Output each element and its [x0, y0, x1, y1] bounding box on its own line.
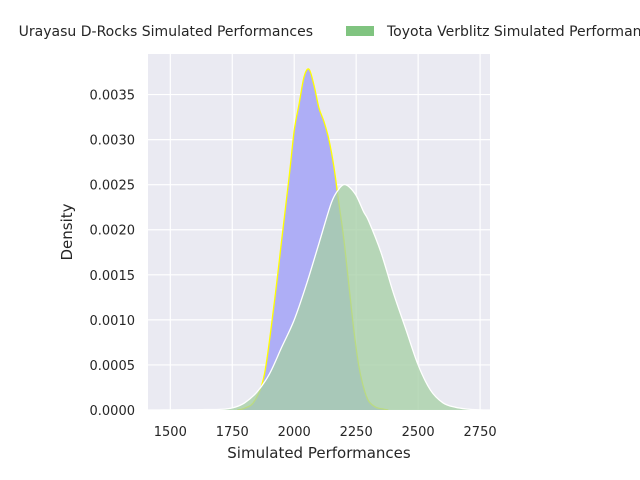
legend-label-1: Toyota Verblitz Simulated Performances	[386, 24, 640, 40]
y-tick-label: 0.0010	[90, 314, 136, 329]
legend: Urayasu D-Rocks Simulated Performances T…	[19, 24, 640, 40]
y-tick-label: 0.0035	[90, 89, 136, 104]
y-tick-label: 0.0020	[90, 224, 136, 239]
x-tick-label: 2750	[464, 425, 497, 440]
y-tick-label: 0.0005	[90, 359, 136, 374]
legend-swatch-1	[346, 26, 374, 36]
x-tick-label: 2500	[402, 425, 435, 440]
y-tick-label: 0.0030	[90, 134, 136, 149]
series-layer	[160, 68, 483, 410]
x-tick-label: 2250	[340, 425, 373, 440]
x-tick-label: 1500	[154, 425, 187, 440]
y-tick-label: 0.0000	[90, 404, 136, 419]
y-tick-label: 0.0025	[90, 179, 136, 194]
x-axis-ticks: 1500 1750 2000 2250 2500 2750	[154, 425, 497, 440]
density-line-series-1	[160, 183, 483, 410]
y-tick-label: 0.0015	[90, 269, 136, 284]
legend-label-0: Urayasu D-Rocks Simulated Performances	[19, 24, 313, 40]
density-area-series-1	[160, 184, 483, 410]
x-tick-label: 2000	[278, 425, 311, 440]
y-axis-ticks: 0.0000 0.0005 0.0010 0.0015 0.0020 0.0025 0.00…	[90, 89, 136, 419]
y-axis-label: Density	[58, 203, 76, 260]
x-tick-label: 1750	[216, 425, 249, 440]
x-axis-label: Simulated Performances	[227, 444, 411, 462]
